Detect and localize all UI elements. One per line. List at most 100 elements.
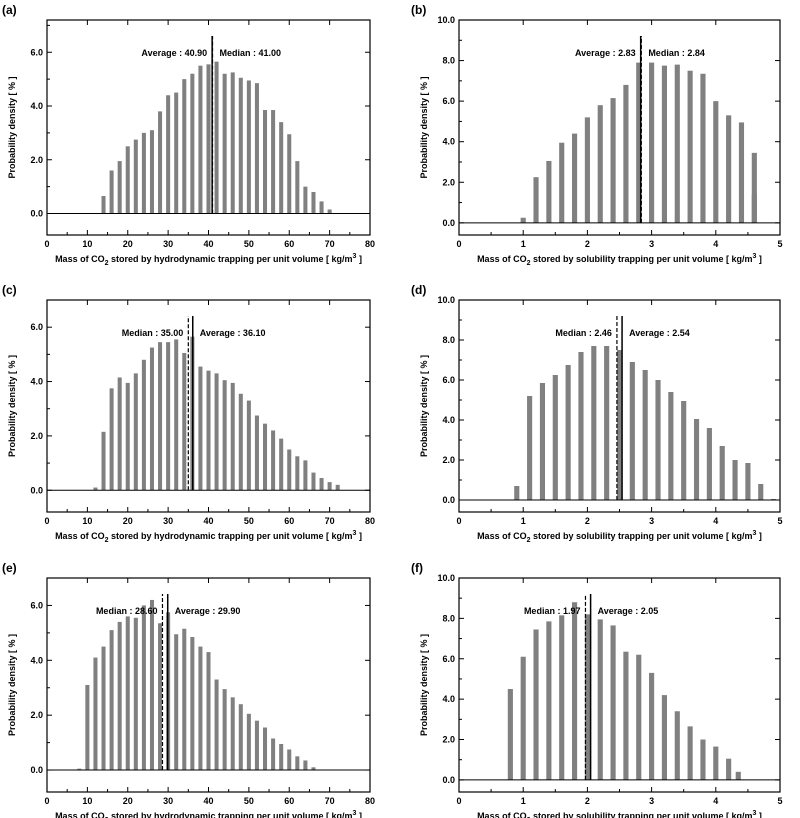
histogram-bar <box>578 352 584 500</box>
x-axis-label-part: ] <box>756 254 762 264</box>
histogram-bar <box>125 382 130 491</box>
x-axis-label-part: Mass of CO <box>55 531 105 541</box>
histogram-bar <box>117 621 122 771</box>
x-tick-label: 80 <box>365 516 375 526</box>
histogram-bar <box>109 388 114 491</box>
x-axis-label: Mass of CO2 stored by solubility trappin… <box>477 810 762 818</box>
y-tick-label: 10.0 <box>437 295 455 305</box>
histogram-bar <box>681 401 687 500</box>
x-axis-label-part: ] <box>756 531 762 541</box>
x-axis-label-part: stored by hydrodynamic trapping per unit… <box>108 531 352 541</box>
y-tick-label: 10.0 <box>437 573 455 583</box>
histogram-bar <box>190 636 195 771</box>
histogram-bar <box>238 393 243 491</box>
histogram-bar <box>141 132 146 214</box>
histogram-bar <box>77 768 82 771</box>
y-tick-label: 2.0 <box>442 177 455 187</box>
histogram-bar <box>230 697 235 771</box>
histogram-bar <box>109 170 114 214</box>
y-tick-label: 2.0 <box>30 710 43 720</box>
histogram-bar <box>101 646 106 771</box>
histogram-bar <box>117 377 122 491</box>
x-tick-label: 10 <box>82 239 92 249</box>
x-axis-label-part: stored by solubility trapping per unit v… <box>530 254 752 264</box>
y-tick-label: 8.0 <box>442 56 455 66</box>
histogram-bar <box>693 419 700 500</box>
histogram-bar <box>713 746 719 780</box>
histogram-bar <box>335 484 340 491</box>
panel-label: (a) <box>2 3 17 17</box>
x-tick-label: 50 <box>244 516 254 526</box>
y-axis-label: Probability density [ % ] <box>419 634 429 736</box>
median-label: Median : 35.00 <box>122 328 184 338</box>
histogram-bar <box>319 478 324 491</box>
histogram-bar <box>520 656 526 780</box>
x-tick-label: 1 <box>521 239 526 249</box>
y-tick-label: 0.0 <box>442 495 455 505</box>
histogram-bar <box>674 64 680 223</box>
x-tick-label: 2 <box>585 239 590 249</box>
y-tick-label: 0.0 <box>30 209 43 219</box>
median-label: Median : 2.84 <box>648 48 705 58</box>
histogram-bar <box>158 623 163 771</box>
histogram-bar <box>238 77 243 214</box>
y-tick-label: 4.0 <box>442 137 455 147</box>
average-label: Average : 2.83 <box>575 48 636 58</box>
x-tick-label: 1 <box>521 516 526 526</box>
histogram-bar <box>149 599 154 771</box>
histogram-bar <box>584 117 590 223</box>
x-tick-label: 4 <box>713 239 718 249</box>
histogram-bar <box>597 619 603 780</box>
histogram-bar <box>546 160 552 223</box>
histogram-bar <box>327 209 332 214</box>
average-label: Average : 29.90 <box>175 606 241 616</box>
x-tick-label: 0 <box>44 516 49 526</box>
average-label: Average : 2.05 <box>598 606 659 616</box>
histogram-bar <box>584 614 590 780</box>
histogram-bar <box>527 396 533 500</box>
x-axis-label-part: Mass of CO <box>55 811 105 818</box>
histogram-bar <box>222 689 227 771</box>
median-label: Median : 2.46 <box>555 328 612 338</box>
chart-panel-b: (b) Average : 2.83 Median : 2.84 0 1 2 3 4 5 0.0 2… <box>411 3 783 267</box>
histogram-bar <box>93 487 98 491</box>
y-axis-label: Probability density [ % ] <box>419 355 429 457</box>
histogram-bar <box>713 101 719 223</box>
x-tick-label: 80 <box>365 796 375 806</box>
x-tick-label: 50 <box>244 239 254 249</box>
histogram-bar <box>263 110 268 214</box>
histogram-bar <box>552 375 558 500</box>
chart-panel-c: (c) Median : 35.00 Average : 36.10 0 10 20 30 4… <box>2 283 375 544</box>
histogram-bar <box>198 646 203 771</box>
histogram-bar <box>174 339 179 491</box>
x-tick-label: 50 <box>244 796 254 806</box>
histogram-bar <box>254 415 259 491</box>
histogram-bar <box>745 463 751 500</box>
x-tick-label: 0 <box>44 796 49 806</box>
x-axis-label-part: 3 <box>353 810 357 817</box>
x-tick-label: 70 <box>325 516 335 526</box>
x-tick-label: 40 <box>203 516 213 526</box>
x-axis-label-part: ] <box>756 811 762 818</box>
panel-label: (f) <box>411 561 423 575</box>
x-tick-label: 20 <box>123 239 133 249</box>
histogram-bar <box>158 342 163 491</box>
histogram-bar <box>295 456 300 491</box>
histogram-bar <box>246 80 251 214</box>
histogram-bar <box>182 628 187 771</box>
histogram-bar <box>311 192 316 214</box>
x-axis-label-part: 3 <box>753 810 757 817</box>
y-axis-label: Probability density [ % ] <box>7 76 17 178</box>
histogram-bar <box>206 652 211 771</box>
x-tick-label: 60 <box>284 239 294 249</box>
histogram-bar <box>287 749 292 771</box>
y-tick-label: 6.0 <box>30 600 43 610</box>
x-tick-label: 60 <box>284 516 294 526</box>
histogram-bar <box>214 61 219 214</box>
x-tick-label: 30 <box>163 516 173 526</box>
histogram-bar <box>597 105 603 223</box>
y-tick-label: 0.0 <box>30 485 43 495</box>
histogram-bar <box>738 122 745 223</box>
histogram-bar <box>141 359 146 491</box>
